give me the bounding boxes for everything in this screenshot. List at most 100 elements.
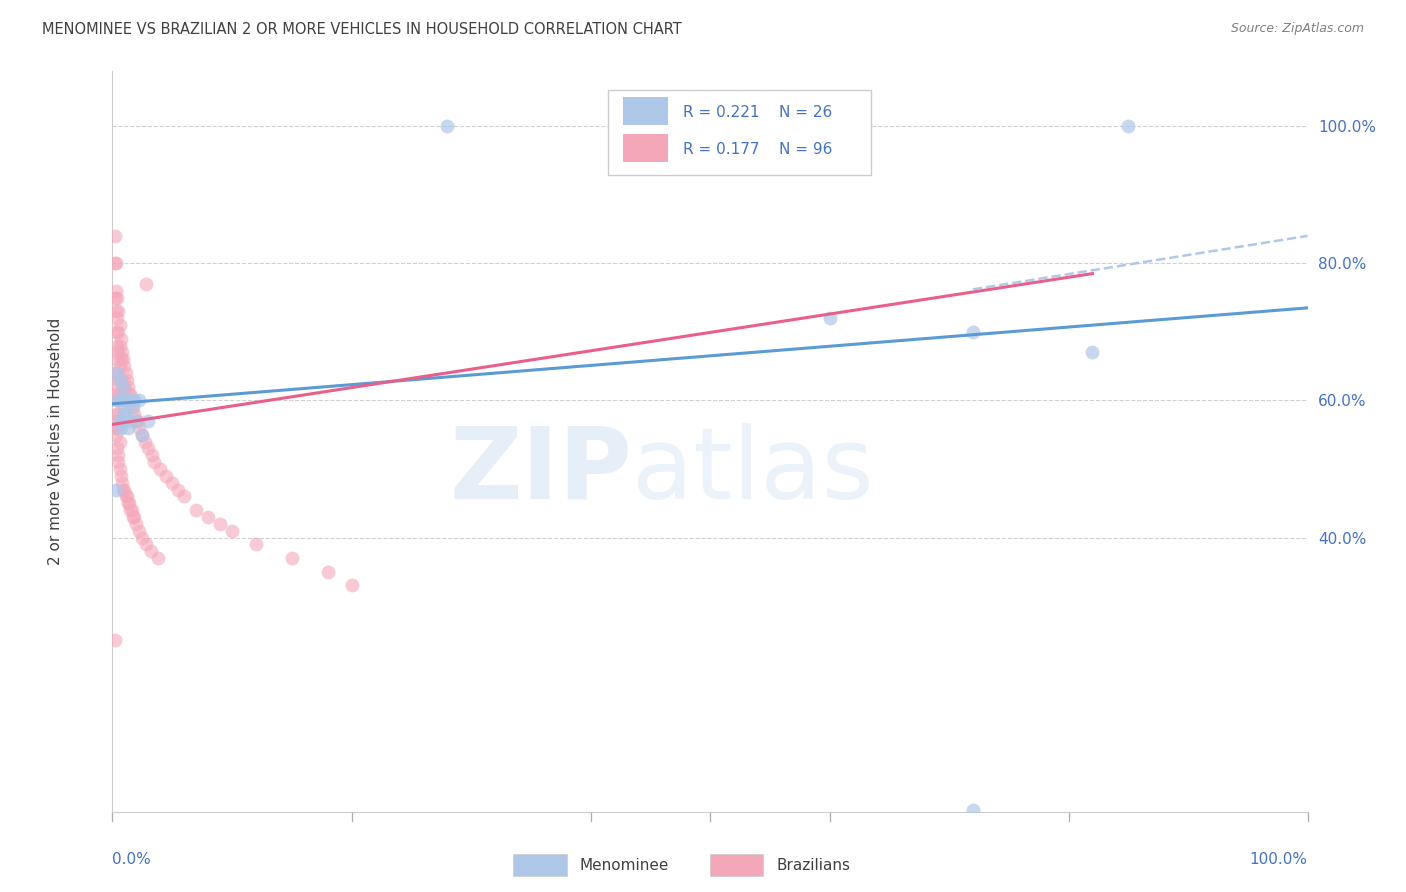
Point: [108, 373, 131, 387]
Text: Menominee: Menominee: [579, 858, 669, 872]
Point: [118, 496, 141, 510]
Point: [125, 516, 148, 531]
Point: [962, 325, 984, 339]
Text: atlas: atlas: [633, 423, 875, 520]
Point: [114, 407, 136, 421]
Point: [125, 414, 148, 428]
Point: [114, 489, 136, 503]
Point: [107, 325, 129, 339]
Point: [146, 551, 169, 566]
Point: [143, 455, 166, 469]
Point: [110, 332, 132, 346]
Text: 0.0%: 0.0%: [112, 853, 152, 867]
Point: [186, 503, 208, 517]
Point: [173, 489, 195, 503]
Point: [105, 304, 128, 318]
Point: [110, 393, 132, 408]
Point: [114, 366, 136, 380]
Point: [107, 448, 129, 462]
Point: [281, 551, 304, 566]
Point: [134, 434, 156, 449]
Point: [117, 421, 139, 435]
Point: [1118, 119, 1140, 133]
Point: [112, 483, 135, 497]
Point: [105, 380, 128, 394]
Point: [114, 393, 135, 408]
Point: [114, 401, 135, 415]
Point: [107, 345, 129, 359]
Point: [110, 421, 132, 435]
Point: [121, 510, 143, 524]
Point: [105, 366, 128, 380]
Point: [107, 304, 129, 318]
Point: [118, 393, 141, 408]
Point: [112, 407, 135, 421]
Point: [118, 386, 141, 401]
Point: [107, 373, 129, 387]
Point: [128, 421, 150, 435]
Point: [110, 373, 132, 387]
Point: [138, 414, 160, 428]
Point: [141, 448, 163, 462]
Point: [105, 393, 128, 408]
Point: [105, 325, 128, 339]
Point: [108, 359, 131, 373]
Point: [105, 407, 128, 421]
Point: [114, 414, 135, 428]
Text: R = 0.221    N = 26: R = 0.221 N = 26: [682, 104, 832, 120]
Point: [105, 427, 128, 442]
Point: [104, 633, 127, 648]
Point: [131, 427, 153, 442]
Point: [105, 442, 128, 456]
Point: [107, 455, 129, 469]
Point: [115, 489, 138, 503]
Point: [1081, 345, 1104, 359]
Point: [121, 503, 143, 517]
Point: [122, 393, 145, 408]
Point: [122, 407, 145, 421]
Point: [117, 496, 139, 510]
Point: [131, 531, 153, 545]
Point: [105, 407, 128, 421]
Point: [107, 393, 129, 408]
Point: [197, 510, 219, 524]
Point: [105, 291, 128, 305]
Point: [105, 311, 128, 326]
Point: [112, 380, 135, 394]
Point: [121, 401, 143, 415]
Point: [105, 366, 128, 380]
Text: Brazilians: Brazilians: [776, 858, 851, 872]
Point: [112, 380, 135, 394]
Point: [221, 524, 243, 538]
Point: [115, 393, 138, 408]
Point: [155, 468, 177, 483]
Point: [139, 544, 162, 558]
Point: [135, 277, 157, 291]
Point: [108, 462, 131, 476]
Point: [115, 393, 138, 408]
Point: [105, 421, 128, 435]
Point: [107, 421, 129, 435]
Point: [125, 414, 148, 428]
Point: [115, 373, 138, 387]
Point: [436, 119, 458, 133]
Bar: [623, 135, 668, 162]
Point: [112, 352, 135, 367]
Point: [120, 386, 142, 401]
Point: [111, 373, 134, 387]
Bar: [623, 97, 668, 126]
Point: [138, 442, 160, 456]
Point: [105, 386, 128, 401]
Point: [114, 483, 135, 497]
Point: [108, 414, 131, 428]
Point: [340, 578, 363, 592]
Point: [245, 537, 267, 551]
Point: [104, 366, 127, 380]
Point: [105, 483, 128, 497]
Point: [120, 503, 142, 517]
Point: [111, 475, 134, 490]
Text: 100.0%: 100.0%: [1250, 853, 1308, 867]
Point: [962, 803, 984, 817]
Point: [127, 414, 149, 428]
Text: ZIP: ZIP: [450, 423, 633, 520]
